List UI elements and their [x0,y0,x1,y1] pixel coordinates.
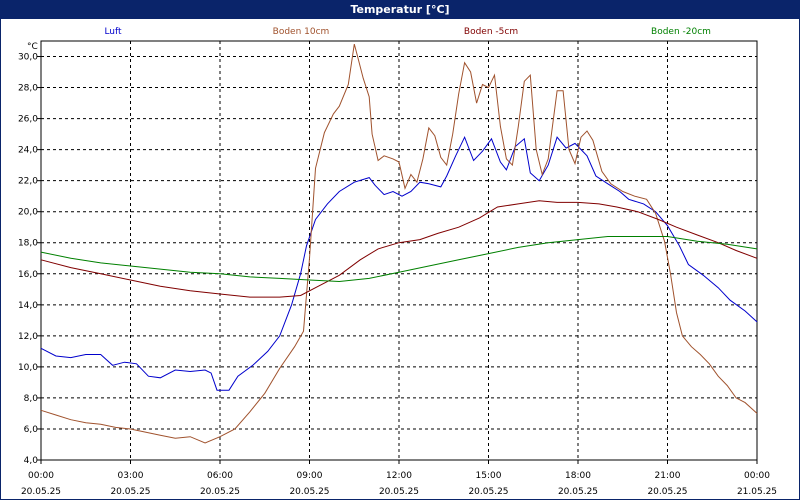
x-tick-date-label: 20.05.25 [379,487,419,497]
x-tick-date-label: 20.05.25 [110,487,150,497]
y-tick-label: 18,0 [18,239,38,249]
legend-entry-boden-20cm: Boden -20cm [651,27,711,37]
x-tick-date-label: 20.05.25 [200,487,240,497]
grid [41,41,757,460]
legend-entry-boden-5cm: Boden -5cm [464,27,518,37]
series-line-boden-5cm [40,200,758,298]
x-tick-time-label: 18:00 [565,471,591,481]
x-tick-date-label: 20.05.25 [468,487,508,497]
y-tick-label: 4,0 [24,456,39,466]
x-tick-date-label: 20.05.25 [647,487,687,497]
series-line-boden-10cm [40,43,758,444]
y-axis-label: °C [27,42,38,52]
y-tick-label: 10,0 [18,363,38,373]
y-tick-label: 24,0 [18,146,38,156]
y-tick-label: 28,0 [18,84,38,94]
x-tick-time-label: 21:00 [655,471,681,481]
y-tick-label: 20,0 [18,208,38,218]
x-tick-time-label: 12:00 [386,471,412,481]
legend: Luft Boden 10cm Boden -5cm Boden -20cm [104,27,711,37]
x-tick-time-label: 00:00 [744,471,770,481]
y-tick-label: 14,0 [18,301,38,311]
x-tick-date-label: 20.05.25 [289,487,329,497]
x-tick-date-label: 21.05.25 [737,487,777,497]
axes: 4,0 6,0 8,0 10,0 12,0 14,0 16,0 18,0 20,0 22,0 24,… [18,40,777,497]
x-tick-time-label: 09:00 [297,471,323,481]
window-title: Temperatur [°C] [1,1,799,19]
series-line-boden-20cm [40,236,758,283]
y-tick-label: 12,0 [18,332,38,342]
y-tick-label: 6,0 [24,425,39,435]
x-tick-date-label: 20.05.25 [21,487,61,497]
y-tick-label: 30,0 [18,53,38,63]
y-tick-label: 22,0 [18,177,38,187]
x-tick-date-label: 20.05.25 [558,487,598,497]
legend-entry-boden-10cm: Boden 10cm [273,27,330,37]
x-tick-time-label: 06:00 [207,471,233,481]
x-tick-time-label: 15:00 [476,471,502,481]
series-line-luft [40,135,758,391]
x-tick-time-label: 00:00 [28,471,54,481]
y-tick-label: 26,0 [18,115,38,125]
x-tick-time-label: 03:00 [118,471,144,481]
legend-entry-luft: Luft [104,27,122,37]
y-tick-label: 16,0 [18,270,38,280]
series-lines [40,43,758,444]
y-tick-label: 8,0 [24,394,39,404]
